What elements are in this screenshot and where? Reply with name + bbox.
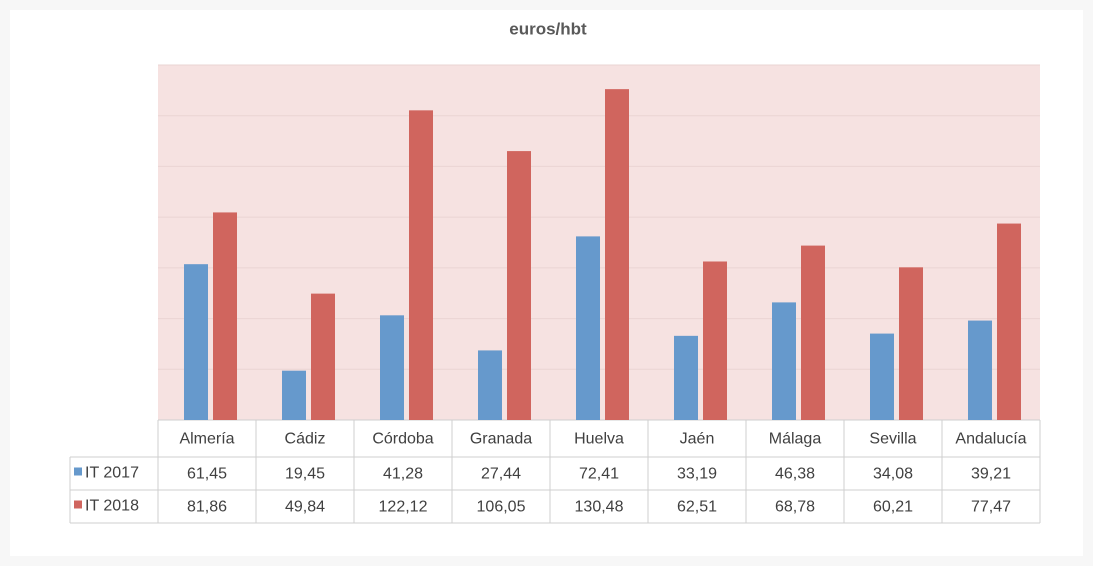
bar (674, 335, 698, 420)
data-table-cell: 46,38 (775, 466, 815, 483)
bar (409, 110, 433, 421)
legend-swatch (74, 467, 82, 476)
legend-label: IT 2017 (85, 465, 139, 482)
data-table-cell: 61,45 (187, 466, 227, 483)
data-table-cell: 39,21 (971, 466, 1011, 483)
bar (997, 223, 1021, 420)
bar (478, 350, 502, 420)
legend-swatch (74, 500, 82, 509)
x-tick-label: Cádiz (285, 431, 326, 448)
bar (311, 293, 335, 420)
data-table-cell: 19,45 (285, 466, 325, 483)
bar (282, 370, 306, 420)
x-tick-label: Granada (470, 431, 532, 448)
data-table-cell: 49,84 (285, 499, 325, 516)
legend-label: IT 2018 (85, 498, 139, 515)
bar (870, 333, 894, 420)
bar (184, 264, 208, 420)
data-table-cell: 60,21 (873, 499, 913, 516)
bar (576, 236, 600, 420)
x-tick-label: Andalucía (955, 431, 1026, 448)
data-table-cell: 106,05 (477, 499, 526, 516)
bar (380, 315, 404, 420)
x-tick-label: Córdoba (372, 431, 433, 448)
x-tick-label: Jaén (680, 431, 715, 448)
data-table-cell: 41,28 (383, 466, 423, 483)
x-tick-label: Huelva (574, 431, 624, 448)
chart-title: euros/hbt (509, 19, 587, 38)
data-table-cell: 130,48 (575, 499, 624, 516)
data-table-cell: 33,19 (677, 466, 717, 483)
data-table-cell: 72,41 (579, 466, 619, 483)
data-table-cell: 68,78 (775, 499, 815, 516)
data-table-cell: 122,12 (379, 499, 428, 516)
data-table-cell: 62,51 (677, 499, 717, 516)
data-table-cell: 81,86 (187, 499, 227, 516)
x-tick-label: Sevilla (869, 431, 916, 448)
x-tick-label: Málaga (769, 431, 822, 448)
bar (703, 261, 727, 420)
data-table-cell: 77,47 (971, 499, 1011, 516)
data-table-cell: 34,08 (873, 466, 913, 483)
bar (605, 89, 629, 420)
x-tick-label: Almería (179, 431, 234, 448)
bar (899, 267, 923, 420)
bar (968, 320, 992, 420)
bar (213, 212, 237, 420)
bar (507, 151, 531, 420)
bar (801, 245, 825, 420)
bar (772, 302, 796, 420)
data-table-cell: 27,44 (481, 466, 521, 483)
